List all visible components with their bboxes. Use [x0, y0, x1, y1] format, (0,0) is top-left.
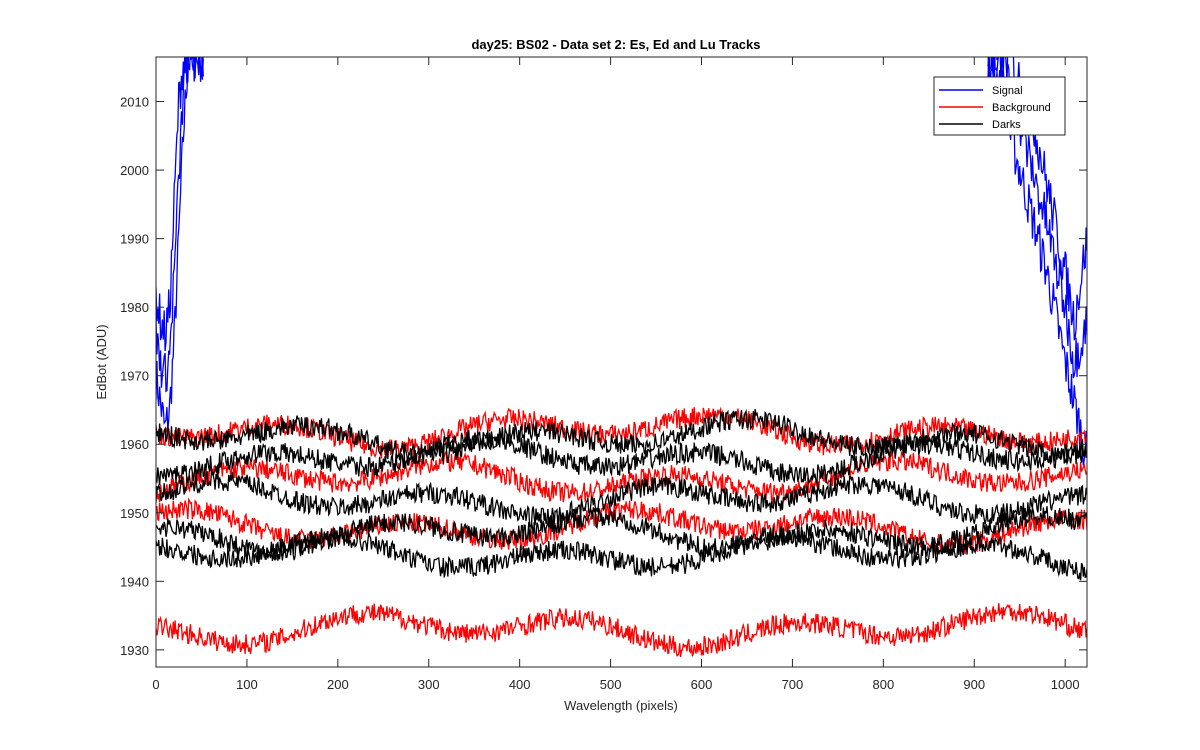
y-axis-label: EdBot (ADU) [94, 324, 109, 399]
x-tick-label: 800 [872, 677, 894, 692]
series-line-background-6 [156, 603, 1087, 658]
axis-ticks: 0 100 200 300 400 500 600 700 800 900 1000 1930 1940… [120, 57, 1087, 692]
legend-label-darks: Darks [992, 119, 1021, 131]
series-line-signal-1-right [987, 57, 1087, 341]
y-tick-label: 1950 [120, 506, 149, 521]
legend-label-background: Background [992, 102, 1051, 114]
chart-title: day25: BS02 - Data set 2: Es, Ed and Lu … [471, 37, 760, 52]
x-tick-label: 500 [600, 677, 622, 692]
plot-area [156, 57, 1087, 667]
x-tick-label: 100 [236, 677, 258, 692]
y-tick-label: 1960 [120, 437, 149, 452]
x-tick-label: 700 [782, 677, 804, 692]
y-tick-label: 1930 [120, 643, 149, 658]
x-tick-label: 600 [691, 677, 713, 692]
x-tick-label: 300 [418, 677, 440, 692]
x-tick-label: 400 [509, 677, 531, 692]
y-tick-label: 1970 [120, 369, 149, 384]
series-group [156, 57, 1087, 658]
legend-box [933, 76, 1066, 136]
legend: Signal Background Darks [933, 76, 1066, 136]
x-tick-label: 200 [327, 677, 349, 692]
legend-label-signal: Signal [992, 85, 1023, 97]
y-tick-label: 2010 [120, 95, 149, 110]
series-line-darks-11 [156, 526, 1087, 581]
series-line-signal-2-left [156, 57, 204, 393]
plot-frame [155, 56, 1088, 668]
series-line-darks-9 [156, 470, 1087, 528]
x-tick-label: 1000 [1051, 677, 1080, 692]
x-axis-label: Wavelength (pixels) [564, 698, 678, 713]
x-tick-label: 900 [963, 677, 985, 692]
y-tick-label: 1990 [120, 232, 149, 247]
series-line-background-4 [156, 449, 1087, 505]
y-tick-label: 1980 [120, 300, 149, 315]
series-line-darks-8 [156, 430, 1087, 486]
y-tick-label: 2000 [120, 163, 149, 178]
x-tick-label: 0 [152, 677, 159, 692]
y-tick-label: 1940 [120, 574, 149, 589]
